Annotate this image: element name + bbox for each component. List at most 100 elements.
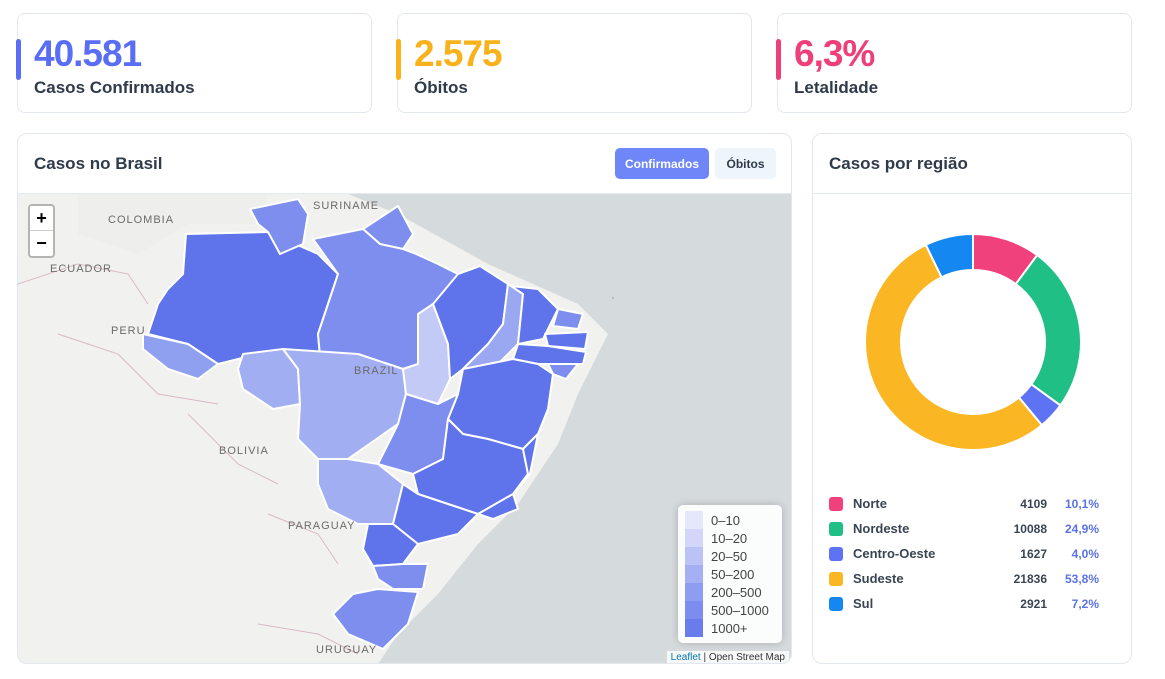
map-label-colombia: COLOMBIA: [108, 214, 175, 226]
region-color-dot: [829, 497, 843, 511]
donut-slice-nordeste[interactable]: [1014, 253, 1082, 407]
region-row: Norte 4109 10,1%: [829, 494, 1115, 519]
legend-swatch: [685, 583, 703, 601]
donut-slice-sudeste[interactable]: [864, 243, 1044, 451]
confirmed-toggle-button[interactable]: Confirmados: [615, 148, 709, 179]
state-ac: [142, 333, 219, 380]
leaflet-link[interactable]: Leaflet: [670, 652, 701, 663]
accent-bar: [776, 39, 781, 80]
state-rs: [332, 588, 419, 650]
region-percent: 4,0%: [1071, 547, 1099, 561]
confirmed-value: 40.581: [34, 33, 142, 74]
legend-swatch: [685, 565, 703, 583]
legend-swatch: [685, 511, 703, 529]
region-panel-title: Casos por região: [829, 154, 968, 173]
region-count: 1627: [1020, 547, 1047, 561]
region-percent: 7,2%: [1071, 597, 1099, 611]
deaths-toggle-button[interactable]: Óbitos: [715, 148, 776, 179]
legend-label: 10–20: [711, 530, 748, 546]
state-am: [147, 231, 339, 365]
zoom-in-button[interactable]: +: [30, 206, 53, 231]
legend-label: 500–1000: [711, 602, 769, 618]
stat-card-lethality: 6,3% Letalidade: [776, 13, 1132, 113]
stat-card-confirmed: 40.581 Casos Confirmados: [16, 13, 372, 113]
legend-label: 20–50: [711, 548, 748, 564]
state-pb: [544, 331, 589, 350]
region-row: Sudeste 21836 53,8%: [829, 569, 1115, 594]
zoom-control: + −: [28, 204, 55, 258]
region-color-dot: [829, 547, 843, 561]
region-donut-chart: [864, 232, 1082, 451]
country-border: [18, 263, 359, 655]
attribution-text: | Open Street Map: [700, 652, 785, 663]
state-ms: [317, 458, 404, 525]
map-label-paraguay: PARAGUAY: [288, 520, 356, 532]
legend-swatch: [685, 547, 703, 565]
region-row: Nordeste 10088 24,9%: [829, 519, 1115, 544]
stat-card-deaths: 2.575 Óbitos: [396, 13, 752, 113]
region-panel-header: Casos por região: [813, 134, 1131, 194]
region-row: Centro-Oeste 1627 4,0%: [829, 544, 1115, 569]
state-es: [514, 433, 539, 493]
legend-label: 1000+: [711, 620, 748, 636]
region-count: 2921: [1020, 597, 1047, 611]
region-color-dot: [829, 597, 843, 611]
legend-label: 200–500: [711, 584, 762, 600]
state-rj: [477, 493, 519, 520]
confirmed-label: Casos Confirmados: [34, 78, 195, 97]
region-percent: 53,8%: [1064, 572, 1099, 586]
region-name: Sudeste: [853, 571, 904, 586]
deaths-value: 2.575: [414, 33, 503, 74]
land-mass-north: [78, 194, 268, 254]
donut-slice-sul[interactable]: [924, 232, 974, 279]
accent-bar: [396, 39, 401, 80]
region-percent: 10,1%: [1064, 497, 1099, 511]
region-list: Norte 4109 10,1% Nordeste 10088 24,9% Centro-O…: [829, 494, 1115, 619]
legend-row: 500–1000: [685, 601, 776, 619]
map-panel: Casos no Brasil Confirmados Óbitos: [17, 133, 792, 664]
map-label-peru: PERU: [111, 325, 146, 337]
state-rr: [249, 198, 309, 255]
legend-label: 50–200: [711, 566, 755, 582]
map-panel-title: Casos no Brasil: [34, 154, 163, 173]
legend-row: 50–200: [685, 565, 776, 583]
region-count: 10088: [1013, 522, 1047, 536]
region-panel: Casos por região Norte 4109 10,1% Nordeste 1…: [812, 133, 1132, 664]
state-al: [547, 363, 579, 380]
legend-row: 1000+: [685, 619, 776, 637]
map-label-brazil: BRAZIL: [354, 365, 399, 377]
map-panel-header: Casos no Brasil Confirmados Óbitos: [18, 134, 791, 194]
region-name: Centro-Oeste: [853, 546, 936, 561]
region-name: Norte: [853, 496, 887, 511]
legend-swatch: [685, 619, 703, 637]
region-color-dot: [829, 522, 843, 536]
map-label-suriname: SURINAME: [313, 200, 380, 212]
map-label-uruguay: URUGUAY: [316, 644, 378, 656]
state-ce: [510, 285, 559, 345]
region-percent: 24,9%: [1064, 522, 1099, 536]
legend-row: 200–500: [685, 583, 776, 601]
map-attribution: Leaflet | Open Street Map: [666, 651, 789, 663]
region-name: Nordeste: [853, 521, 910, 536]
region-count: 21836: [1013, 572, 1047, 586]
map-label-ecuador: ECUADOR: [50, 263, 113, 275]
map-label-bolivia: BOLIVIA: [219, 445, 269, 457]
legend-label: 0–10: [711, 512, 740, 528]
zoom-out-button[interactable]: −: [36, 233, 47, 253]
legend-row: 0–10: [685, 511, 776, 529]
region-count: 4109: [1020, 497, 1047, 511]
lethality-value: 6,3%: [794, 33, 875, 74]
map-legend: 0–10 10–20 20–50 50–200 200–500 500–1000 1000+: [678, 505, 782, 643]
island-dot: [611, 296, 615, 300]
lethality-label: Letalidade: [794, 78, 879, 97]
state-rn: [552, 308, 584, 330]
legend-row: 10–20: [685, 529, 776, 547]
legend-swatch: [685, 529, 703, 547]
state-sc: [372, 563, 429, 590]
map-canvas[interactable]: COLOMBIA SURINAME ECUADOR PERU BRAZIL BO…: [18, 194, 791, 663]
deaths-label: Óbitos: [414, 78, 468, 97]
region-name: Sul: [853, 596, 874, 611]
accent-bar: [16, 39, 21, 80]
region-color-dot: [829, 572, 843, 586]
map-svg: [18, 194, 615, 663]
